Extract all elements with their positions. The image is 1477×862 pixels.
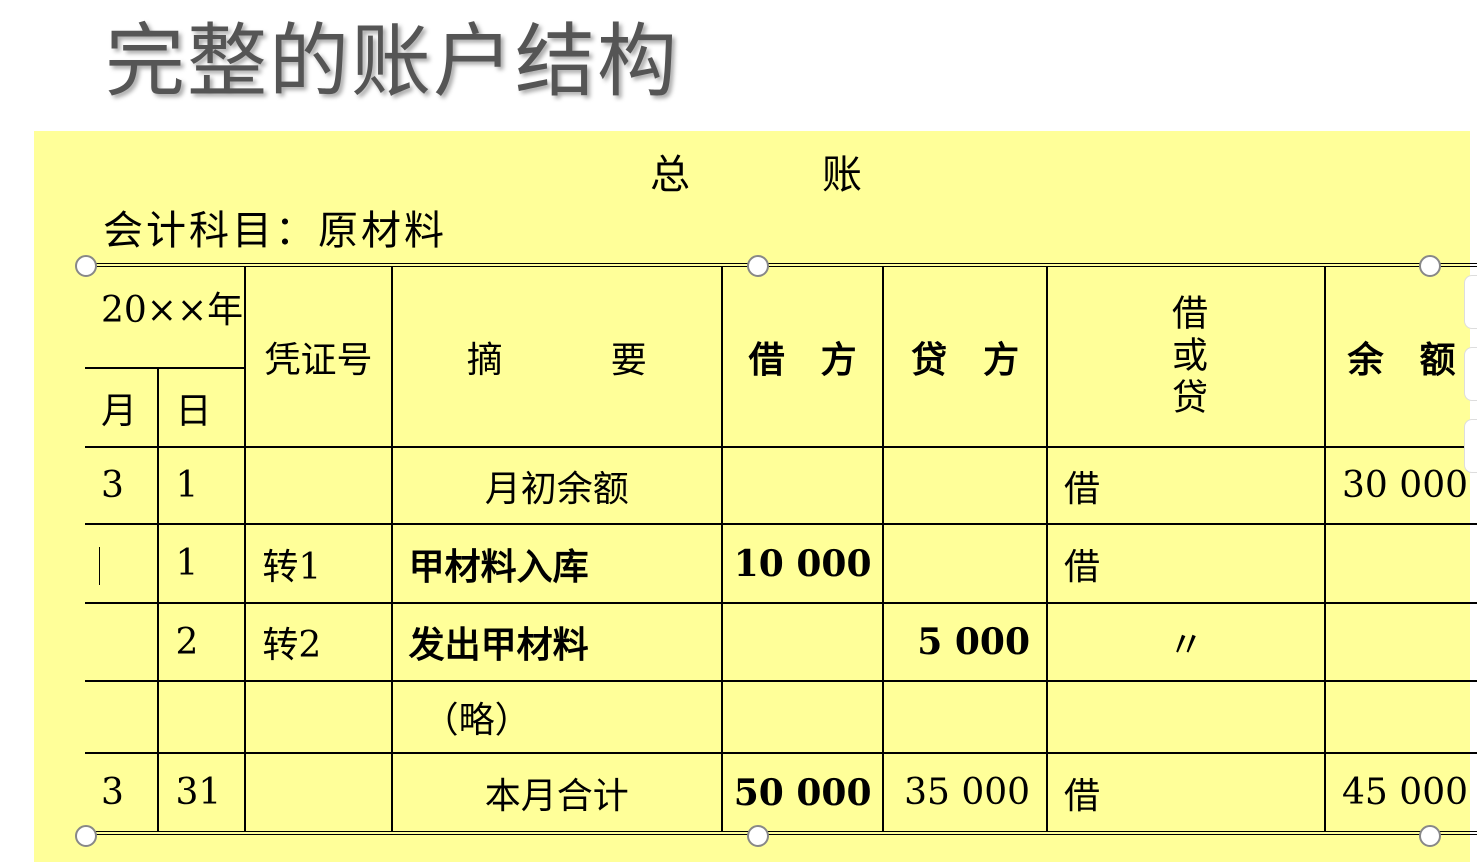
ledger-title-left: 总 bbox=[650, 152, 690, 198]
header-dr-or-cr: 借或贷 bbox=[1046, 264, 1327, 448]
account-subject: 会计科目：原材料 bbox=[103, 208, 447, 254]
cell-summary: （略） bbox=[390, 680, 723, 754]
header-month: 月 bbox=[85, 367, 160, 448]
side-toolbar-button[interactable] bbox=[1464, 419, 1477, 473]
header-debit: 借 方 bbox=[720, 264, 885, 448]
header-balance: 余 额 bbox=[1324, 264, 1477, 448]
cell-credit: 35 000 bbox=[882, 752, 1049, 834]
cell-month: 3 bbox=[85, 446, 160, 525]
cell-credit bbox=[882, 446, 1049, 525]
cell-day bbox=[157, 680, 247, 754]
table-row: 3 1 月初余额 借 30 000 bbox=[85, 446, 1477, 525]
resize-handle-bottom-middle[interactable] bbox=[747, 825, 769, 847]
cell-dr-or-cr bbox=[1046, 680, 1327, 754]
cell-balance: 45 000 bbox=[1324, 752, 1477, 834]
cell-summary: 甲材料入库 bbox=[390, 523, 723, 604]
cell-month[interactable] bbox=[85, 523, 160, 604]
cell-month bbox=[85, 680, 160, 754]
cell-voucher: 转1 bbox=[244, 523, 393, 604]
resize-handle-bottom-left[interactable] bbox=[75, 825, 97, 847]
cell-dr-or-cr: 借 bbox=[1046, 523, 1327, 604]
header-year: 20××年 bbox=[85, 264, 247, 369]
cell-dr-or-cr: 〃 bbox=[1046, 602, 1327, 682]
cell-voucher bbox=[244, 752, 393, 834]
cell-voucher bbox=[244, 446, 393, 525]
cell-summary: 月初余额 bbox=[390, 446, 723, 525]
table-row: （略） bbox=[85, 680, 1477, 754]
cell-dr-or-cr: 借 bbox=[1046, 446, 1327, 525]
cell-day: 1 bbox=[157, 446, 247, 525]
cell-day: 31 bbox=[157, 752, 247, 834]
header-summary: 摘 要 bbox=[390, 264, 723, 448]
cell-credit bbox=[882, 523, 1049, 604]
cell-voucher: 转2 bbox=[244, 602, 393, 682]
cell-balance bbox=[1324, 523, 1477, 604]
header-day: 日 bbox=[157, 367, 246, 448]
header-credit: 贷 方 bbox=[882, 264, 1049, 448]
cell-credit: 5 000 bbox=[882, 602, 1049, 682]
table-row: 2 转2 发出甲材料 5 000 〃 bbox=[85, 602, 1477, 682]
resize-handle-top-middle[interactable] bbox=[747, 255, 769, 277]
cell-balance bbox=[1324, 602, 1477, 682]
cell-balance bbox=[1324, 680, 1477, 754]
cell-day: 1 bbox=[157, 523, 247, 604]
resize-handle-top-left[interactable] bbox=[75, 255, 97, 277]
table-row: 3 31 本月合计 50 000 35 000 借 45 000 bbox=[85, 752, 1477, 834]
cell-balance: 30 000 bbox=[1324, 446, 1477, 525]
cell-debit bbox=[720, 446, 885, 525]
cell-summary: 发出甲材料 bbox=[390, 602, 723, 682]
cell-debit: 50 000 bbox=[720, 752, 885, 834]
cell-debit bbox=[720, 602, 885, 682]
resize-handle-top-right[interactable] bbox=[1419, 255, 1441, 277]
text-cursor bbox=[99, 546, 100, 585]
resize-handle-bottom-right[interactable] bbox=[1419, 825, 1441, 847]
table-row: 1 转1 甲材料入库 10 000 借 bbox=[85, 523, 1477, 604]
cell-month: 3 bbox=[85, 752, 160, 834]
ledger-table[interactable]: 20××年 凭证号 摘 要 借 方 贷 方 借或贷 余 额 月 日 3 1 月初… bbox=[85, 263, 1477, 835]
cell-dr-or-cr: 借 bbox=[1046, 752, 1327, 834]
cell-day: 2 bbox=[157, 602, 247, 682]
ledger-title-right: 账 bbox=[822, 152, 862, 198]
cell-month bbox=[85, 602, 160, 682]
side-toolbar-button[interactable] bbox=[1464, 347, 1477, 401]
cell-debit bbox=[720, 680, 885, 754]
slide-title: 完整的账户结构 bbox=[105, 15, 679, 108]
cell-credit bbox=[882, 680, 1049, 754]
cell-debit: 10 000 bbox=[720, 523, 885, 604]
cell-summary: 本月合计 bbox=[390, 752, 723, 834]
cell-voucher bbox=[244, 680, 393, 754]
side-toolbar-button[interactable] bbox=[1464, 275, 1477, 329]
header-voucher: 凭证号 bbox=[244, 264, 393, 448]
